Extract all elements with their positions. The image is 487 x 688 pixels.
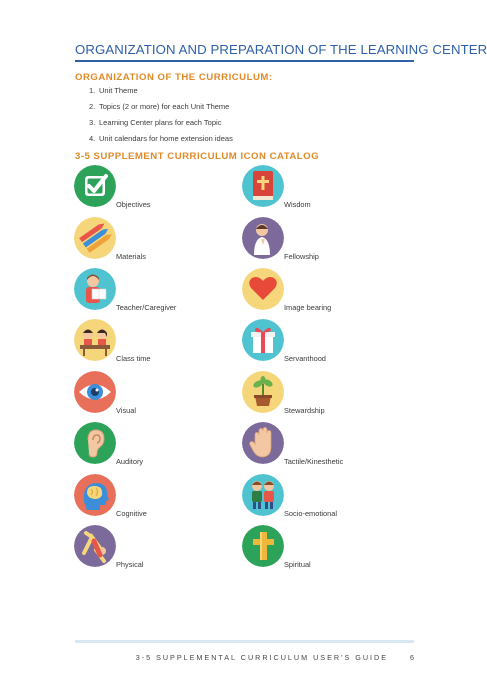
stretching-figure-icon [74,525,116,567]
section-heading-organization: ORGANIZATION OF THE CURRICULUM: [75,72,273,83]
footer: 3-5 SUPPLEMENTAL CURRICULUM USER'S GUIDE… [75,653,414,662]
checkmark-icon [74,165,116,207]
teacher-icon [74,268,116,310]
catalog-label: Stewardship [284,406,325,415]
footer-rule [75,640,414,643]
step-number: 3. [89,118,96,127]
list-item: 1. Unit Theme [89,86,233,102]
catalog-label: Fellowship [284,252,319,261]
step-number: 4. [89,134,96,143]
catalog-label: Materials [116,252,146,261]
steps-list: 1. Unit Theme 2. Topics (2 or more) for ea… [89,86,233,150]
list-item: 4. Unit calendars for home extension idea… [89,134,233,150]
two-kids-icon [242,474,284,516]
gift-icon [242,319,284,361]
catalog-label: Visual [116,406,136,415]
ear-icon [74,422,116,464]
catalog-label: Physical [116,560,144,569]
step-text: Unit Theme [99,86,138,95]
children-at-desk-icon [74,319,116,361]
catalog-label: Image bearing [284,303,332,312]
catalog-label: Tactile/Kinesthetic [284,457,344,466]
hand-icon [242,422,284,464]
eye-icon [74,371,116,413]
plant-icon [242,371,284,413]
catalog-label: Auditory [116,457,144,466]
step-text: Topics (2 or more) for each Unit Theme [99,102,230,111]
catalog-label: Spiritual [284,560,311,569]
catalog-label: Teacher/Caregiver [116,303,177,312]
cross-icon [242,525,284,567]
crayons-icon [74,217,116,259]
heart-icon [242,268,284,310]
catalog-label: Servanthood [284,354,326,363]
title-underline [75,60,414,62]
catalog-label: Objectives [116,200,151,209]
footer-title: 3-5 SUPPLEMENTAL CURRICULUM USER'S GUIDE [135,653,388,662]
catalog-label: Socio-emotional [284,509,337,518]
page-number: 6 [410,653,414,662]
step-text: Learning Center plans for each Topic [99,118,222,127]
step-number: 1. [89,86,96,95]
section-heading-icon-catalog: 3-5 SUPPLEMENT CURRICULUM ICON CATALOG [75,151,320,162]
catalog-label: Wisdom [284,200,311,209]
praying-figure-icon [242,217,284,259]
page-title: ORGANIZATION AND PREPARATION OF THE LEAR… [75,42,487,57]
catalog-label: Cognitive [116,509,147,518]
step-number: 2. [89,102,96,111]
book-icon [242,165,284,207]
list-item: 3. Learning Center plans for each Topic [89,118,233,134]
list-item: 2. Topics (2 or more) for each Unit Theme [89,102,233,118]
catalog-label: Class time [116,354,151,363]
brain-head-icon [74,474,116,516]
step-text: Unit calendars for home extension ideas [99,134,233,143]
